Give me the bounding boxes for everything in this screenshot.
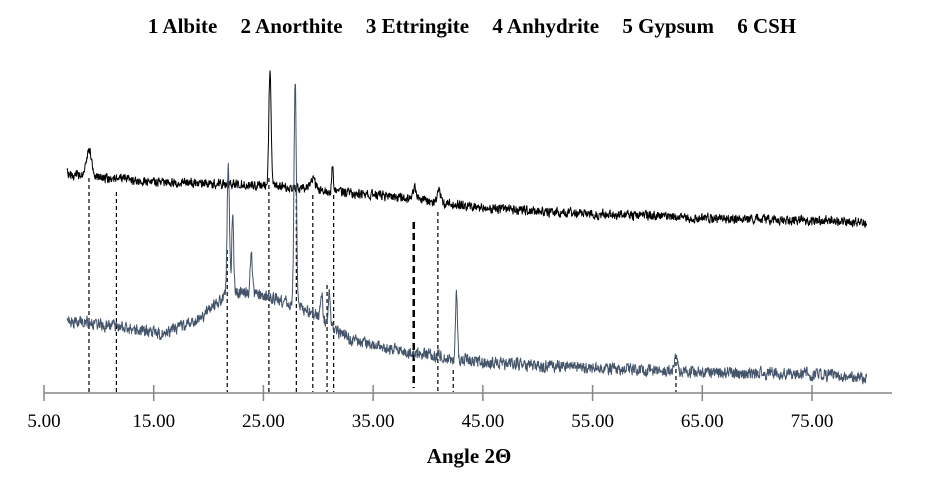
x-axis-title: Angle 2Θ bbox=[427, 444, 512, 468]
reference-lines bbox=[88, 178, 677, 392]
series-group bbox=[66, 70, 867, 385]
top-pattern-line bbox=[66, 70, 867, 228]
bottom-pattern-line bbox=[66, 83, 867, 385]
x-tick-label: 25.00 bbox=[242, 411, 285, 432]
x-axis-ticks bbox=[43, 385, 813, 401]
legend-item-albite: 1 Albite bbox=[147, 14, 218, 38]
legend-item-ettringite: 3 Ettringite bbox=[365, 14, 470, 38]
legend-item-anhydrite: 4 Anhydrite bbox=[492, 14, 600, 38]
phase-legend: 1 Albite 2 Anorthite 3 Ettringite 4 Anhy… bbox=[0, 14, 944, 39]
x-tick-label: 65.00 bbox=[681, 411, 724, 432]
x-axis-tick-labels: 5.00 15.00 25.00 35.00 45.00 55.00 65.00 75.00 bbox=[27, 411, 833, 432]
x-axis: 5.00 15.00 25.00 35.00 45.00 55.00 65.00 75.00 bbox=[27, 385, 892, 432]
legend-item-anorthite: 2 Anorthite bbox=[240, 14, 343, 38]
x-tick-label: 35.00 bbox=[352, 411, 395, 432]
x-tick-label: 55.00 bbox=[571, 411, 614, 432]
x-tick-label: 5.00 bbox=[27, 411, 60, 432]
legend-item-gypsum: 5 Gypsum bbox=[622, 14, 714, 38]
x-tick-label: 15.00 bbox=[132, 411, 175, 432]
x-tick-label: 75.00 bbox=[791, 411, 834, 432]
x-tick-label: 45.00 bbox=[461, 411, 504, 432]
legend-item-csh: 6 CSH bbox=[737, 14, 797, 38]
